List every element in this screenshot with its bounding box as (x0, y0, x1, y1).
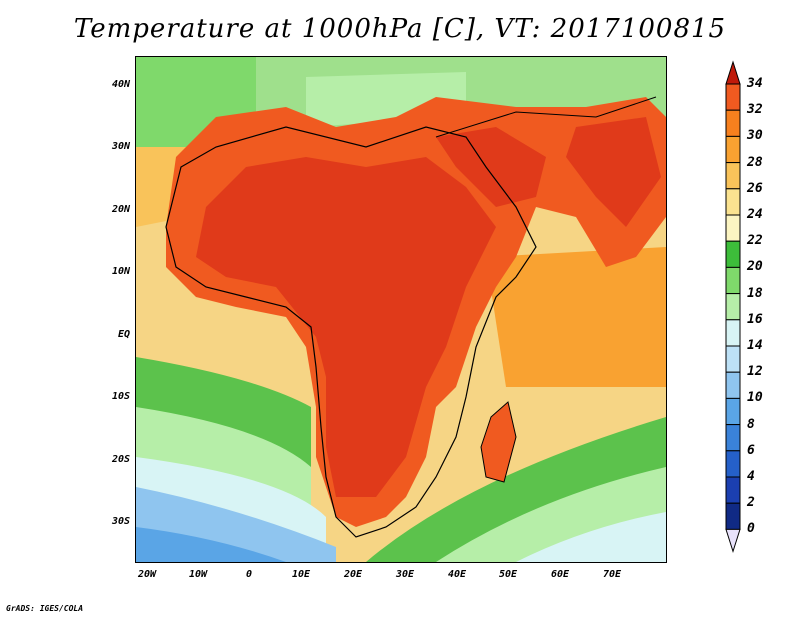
lon-label-30e: 30E (395, 569, 415, 580)
colorbar-box (725, 109, 741, 137)
lon-label-10e: 10E (291, 569, 311, 580)
colorbar-label: 18 (747, 285, 763, 301)
lon-label-40e: 40E (447, 569, 467, 580)
lon-label-70e: 70E (602, 569, 622, 580)
colorbar-label: 24 (747, 207, 763, 222)
colorbar-label: 20 (747, 259, 763, 275)
colorbar-box (725, 319, 741, 347)
colorbar-box (725, 135, 741, 164)
colorbar-label: 0 (747, 521, 755, 537)
colorbar-label: 8 (747, 416, 755, 432)
lat-label-40n: 40N (111, 79, 130, 90)
colorbar-box (725, 502, 741, 530)
lon-label-60e: 60E (550, 569, 570, 580)
colorbar-box (725, 293, 741, 321)
colorbar-label: 4 (747, 469, 755, 484)
colorbar-box (725, 450, 741, 478)
colorbar-box (725, 371, 741, 399)
map-title: Temperature at 1000hPa [C], VT: 20171008… (73, 14, 727, 44)
colorbar-label: 14 (747, 338, 763, 353)
colorbar-label: 22 (747, 233, 763, 249)
colorbar-label: 6 (747, 442, 755, 458)
colorbar-scale (725, 60, 741, 554)
colorbar-box (725, 188, 741, 216)
colorbar-box (725, 424, 741, 452)
lat-label-30s: 30S (111, 516, 130, 527)
colorbar-box (725, 345, 741, 373)
colorbar-box (725, 83, 741, 111)
colorbar-bottom-arrow (725, 528, 741, 554)
lat-label-20n: 20N (111, 204, 130, 215)
colorbar-box (725, 162, 741, 190)
colorbar-label: 2 (747, 495, 755, 511)
temperature-field (136, 57, 666, 562)
lon-label-20e: 20E (343, 569, 363, 580)
colorbar-label: 12 (747, 364, 763, 380)
lat-label-20s: 20S (111, 454, 130, 465)
colorbar-top-arrow (725, 60, 741, 85)
lon-label-20w: 20W (137, 569, 157, 580)
colorbar-box (725, 397, 741, 426)
credit-text: GrADS: IGES/COLA (6, 604, 84, 613)
lat-label-eq: EQ (117, 329, 130, 340)
colorbar-box (725, 476, 741, 504)
lat-label-10s: 10S (111, 391, 130, 402)
colorbar-label: 32 (747, 102, 763, 118)
lat-label-30n: 30N (111, 141, 130, 152)
colorbar-label: 26 (747, 180, 763, 196)
colorbar-box (725, 240, 741, 268)
colorbar-label: 10 (747, 390, 763, 406)
lon-label-0: 0 (245, 569, 253, 580)
lon-label-50e: 50E (498, 569, 518, 580)
colorbar-label: 30 (747, 128, 763, 144)
colorbar-label: 16 (747, 311, 763, 327)
temperature-map (135, 56, 667, 563)
colorbar-box (725, 266, 741, 295)
colorbar-label: 34 (747, 76, 763, 91)
colorbar-box (725, 214, 741, 242)
lat-label-10n: 10N (111, 266, 130, 277)
lon-label-10w: 10W (188, 569, 208, 580)
colorbar-label: 28 (747, 154, 763, 170)
